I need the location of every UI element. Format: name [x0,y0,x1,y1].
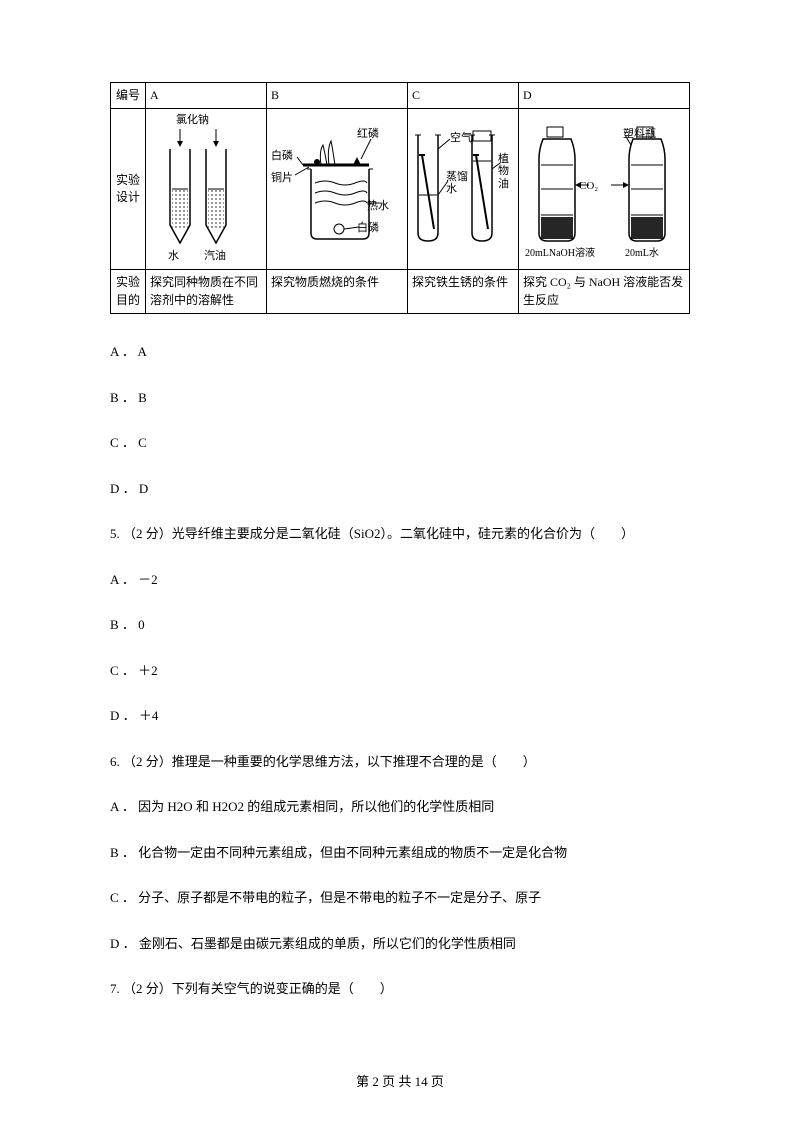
tubes-icon [146,109,266,269]
option-C: C ． ＋2 [110,661,690,681]
label-water20: 20mL水 [625,247,659,262]
option-C: C ． 分子、原子都是不带电的粒子，但是不带电的粒子不一定是分子、原子 [110,888,690,908]
q6-stem: 6. （2 分）推理是一种重要的化学思维方法，以下推理不合理的是（ ） [110,752,690,772]
col-header-C: C [408,83,519,109]
beaker-icon [267,109,407,269]
page-content: 编号 A B C D 实验 设计 氯化钠 [0,0,800,999]
col-header-A: A [146,83,267,109]
table-row: 实验 设计 氯化钠 [111,109,690,270]
label-gasoline: 汽油 [204,249,226,265]
option-D: D ． ＋4 [110,706,690,726]
label-baip: 白磷 [271,149,293,165]
q7-stem: 7. （2 分）下列有关空气的说变正确的是（ ） [110,979,690,999]
option-C: C ． C [110,433,690,453]
option-B: B ． B [110,388,690,408]
label-water: 水 [168,249,179,265]
col-header-B: B [267,83,408,109]
purpose-D: 探究 CO₂ 与 NaOH 溶液能否发生反应 [519,270,690,314]
diagram-C: 空气 蒸馏 水 植 物 油 [408,109,519,270]
label-plastic: 塑料瓶 [623,127,656,143]
label-nacl: 氯化钠 [176,113,209,129]
diagram-D: 塑料瓶 CO₂ 20mLNaOH溶液 20mL水 [519,109,690,270]
page-footer: 第 2 页 共 14 页 [0,1071,800,1090]
option-B: B ． 0 [110,615,690,635]
diagram-A: 氯化钠 [146,109,267,270]
option-A: A ． －2 [110,570,690,590]
table-row: 编号 A B C D [111,83,690,109]
q6-options: A ． 因为 H2O 和 H2O2 的组成元素相同，所以他们的化学性质相同 B … [110,797,690,953]
bottles-icon [519,109,689,269]
purpose-C: 探究铁生锈的条件 [408,270,519,314]
label-oil: 植 物 油 [498,153,509,189]
purpose-B: 探究物质燃烧的条件 [267,270,408,314]
label-distilled: 蒸馏 水 [446,171,468,195]
row-header-label: 编号 [111,83,146,109]
purpose-A: 探究同种物质在不同溶剂中的溶解性 [146,270,267,314]
diagram-B: 红磷 白磷 铜片 热水 白磷 [267,109,408,270]
label-tongpian: 铜片 [271,171,293,187]
row-purpose-label: 实验 目的 [111,270,146,314]
q5-options: A ． －2 B ． 0 C ． ＋2 D ． ＋4 [110,570,690,726]
option-D: D ． 金刚石、石墨都是由碳元素组成的单质，所以它们的化学性质相同 [110,934,690,954]
q4-options: A ． A B ． B C ． C D ． D [110,342,690,498]
option-D: D ． D [110,479,690,499]
label-baip2: 白磷 [357,221,379,237]
label-air: 空气 [450,131,472,147]
label-co2: CO₂ [579,179,598,195]
option-B: B ． 化合物一定由不同种元素组成，但由不同种元素组成的物质不一定是化合物 [110,843,690,863]
table-row: 实验 目的 探究同种物质在不同溶剂中的溶解性 探究物质燃烧的条件 探究铁生锈的条… [111,270,690,314]
option-A: A ． A [110,342,690,362]
col-header-D: D [519,83,690,109]
q5-stem: 5. （2 分）光导纤维主要成分是二氧化硅（SiO2）。二氧化硅中，硅元素的化合… [110,524,690,544]
label-naoh: 20mLNaOH溶液 [525,247,595,262]
label-redp: 红磷 [357,127,379,143]
option-A: A ． 因为 H2O 和 H2O2 的组成元素相同，所以他们的化学性质相同 [110,797,690,817]
label-reshui: 热水 [367,199,389,215]
experiment-table: 编号 A B C D 实验 设计 氯化钠 [110,82,690,314]
row-design-label: 实验 设计 [111,109,146,270]
